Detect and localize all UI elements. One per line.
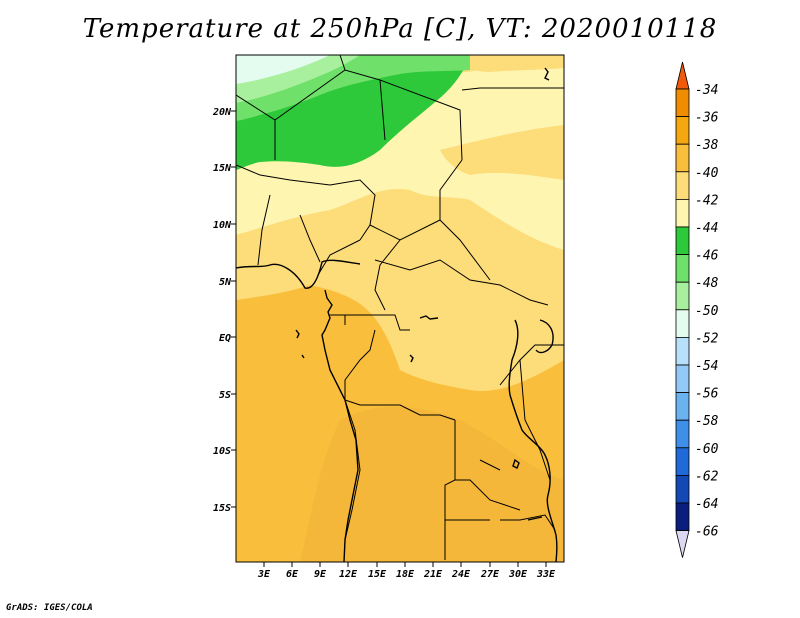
latitude-axis: 20N 15N 10N 5N EQ 5S 10S 15S <box>212 107 236 514</box>
lon-label: 24E <box>451 569 471 580</box>
lat-label: 15N <box>213 163 232 174</box>
coastline <box>236 67 558 562</box>
colorbar-swatch <box>675 116 690 145</box>
colorbar-label: -40 <box>695 166 719 181</box>
lat-label: 5N <box>219 277 232 288</box>
colorbar-swatch <box>675 198 690 228</box>
colorbar-swatch <box>675 502 690 532</box>
colorbar-top-arrow <box>675 61 690 90</box>
lat-label: EQ <box>219 333 231 344</box>
footer-credit: GrADS: IGES/COLA <box>6 603 93 613</box>
lon-label: 30E <box>508 569 528 580</box>
lon-label: 9E <box>314 569 327 580</box>
lon-label: 3E <box>257 569 271 580</box>
temperature-field <box>236 55 564 562</box>
colorbar-label: -48 <box>695 276 719 291</box>
lon-label: 33E <box>536 569 556 580</box>
lon-label: 6E <box>286 569 299 580</box>
colorbar-label: -56 <box>695 387 719 402</box>
lat-label: 10S <box>213 446 231 457</box>
colorbar-label: -60 <box>695 442 719 457</box>
colorbar-label: -64 <box>695 497 718 512</box>
colorbar-label: -50 <box>695 304 719 319</box>
colorbar-swatch <box>675 88 690 118</box>
lat-label: 10N <box>213 220 232 231</box>
colorbar-swatch <box>675 336 690 366</box>
colorbar-label: -42 <box>695 193 719 208</box>
colorbar-label: -38 <box>695 138 719 153</box>
lon-label: 12E <box>339 569 358 580</box>
colorbar-bottom-arrow <box>675 530 690 558</box>
longitude-axis: 3E 6E 9E 12E 15E 18E 21E 24E 27E 30E 33E <box>257 562 556 580</box>
colorbar-swatch <box>675 171 690 200</box>
lon-label: 18E <box>396 569 415 580</box>
lon-label: 27E <box>480 569 500 580</box>
colorbar-label: -44 <box>695 221 718 236</box>
colorbar: -34 -36 -38 -40 -42 -44 -46 -48 -50 -52 -54 -56 -58 -… <box>675 61 719 558</box>
chart-title: Temperature at 250hPa [C], VT: 202001011… <box>82 14 718 44</box>
lat-label: 20N <box>212 107 232 118</box>
country-borders <box>236 55 564 560</box>
colorbar-label: -36 <box>695 111 719 126</box>
colorbar-swatch <box>675 254 690 283</box>
lon-label: 15E <box>368 569 387 580</box>
colorbar-swatch <box>675 364 690 394</box>
colorbar-swatch <box>675 392 690 421</box>
lat-label: 15S <box>213 503 231 514</box>
colorbar-label: -46 <box>695 249 719 264</box>
colorbar-label: -66 <box>695 525 719 540</box>
lat-label: 5S <box>219 390 231 401</box>
colorbar-swatch <box>675 281 690 311</box>
colorbar-label: -58 <box>695 414 719 429</box>
colorbar-swatch <box>675 226 690 256</box>
colorbar-label: -54 <box>695 359 718 374</box>
colorbar-swatch <box>675 143 690 173</box>
map-frame <box>235 54 565 563</box>
colorbar-swatch <box>675 309 690 338</box>
colorbar-swatch <box>675 419 690 449</box>
colorbar-label: -52 <box>695 331 719 346</box>
colorbar-label: -34 <box>695 83 718 98</box>
lon-label: 21E <box>423 569 443 580</box>
colorbar-swatch <box>675 474 690 504</box>
colorbar-swatch <box>675 447 690 476</box>
colorbar-label: -62 <box>695 469 719 484</box>
